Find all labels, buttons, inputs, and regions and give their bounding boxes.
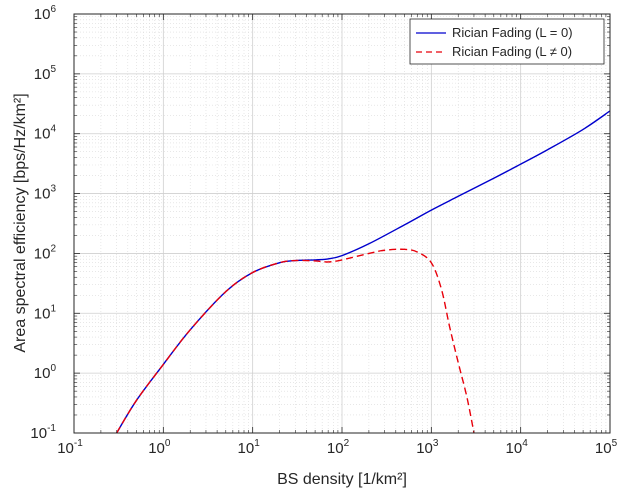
y-tick-label: 10-1 — [30, 423, 56, 442]
legend: Rician Fading (L = 0) Rician Fading (L ≠… — [409, 18, 605, 65]
legend-label-l0: Rician Fading (L = 0) — [452, 25, 573, 40]
y-tick-label: 105 — [34, 64, 57, 83]
x-tick-label: 104 — [506, 438, 529, 457]
y-tick-label: 106 — [34, 4, 57, 23]
y-axis-label: Area spectral efficiency [bps/Hz/km²] — [12, 93, 29, 352]
x-tick-label: 101 — [238, 438, 261, 457]
x-tick-label: 102 — [327, 438, 350, 457]
series-rician-lne0-line — [116, 248, 475, 433]
y-tick-label: 104 — [34, 124, 57, 143]
x-tick-labels: 10-1 100 101 102 103 104 105 — [57, 438, 617, 457]
y-tick-label: 101 — [34, 303, 57, 322]
axis-ticks — [73, 13, 611, 434]
legend-box — [409, 18, 605, 65]
x-tick-label: 103 — [416, 438, 439, 457]
x-tick-label: 10-1 — [57, 438, 83, 457]
x-tick-label: 105 — [595, 438, 618, 457]
legend-label-lne0: Rician Fading (L ≠ 0) — [452, 44, 572, 59]
y-tick-label: 103 — [34, 184, 57, 203]
series-rician-l0-line — [116, 110, 610, 433]
y-tick-labels: 10-1 100 101 102 103 104 105 106 — [30, 4, 56, 442]
series-layer — [116, 110, 610, 433]
y-tick-label: 102 — [34, 243, 57, 262]
x-axis-label: BS density [1/km²] — [277, 471, 407, 488]
y-tick-label: 100 — [34, 363, 57, 382]
x-tick-label: 100 — [148, 438, 171, 457]
